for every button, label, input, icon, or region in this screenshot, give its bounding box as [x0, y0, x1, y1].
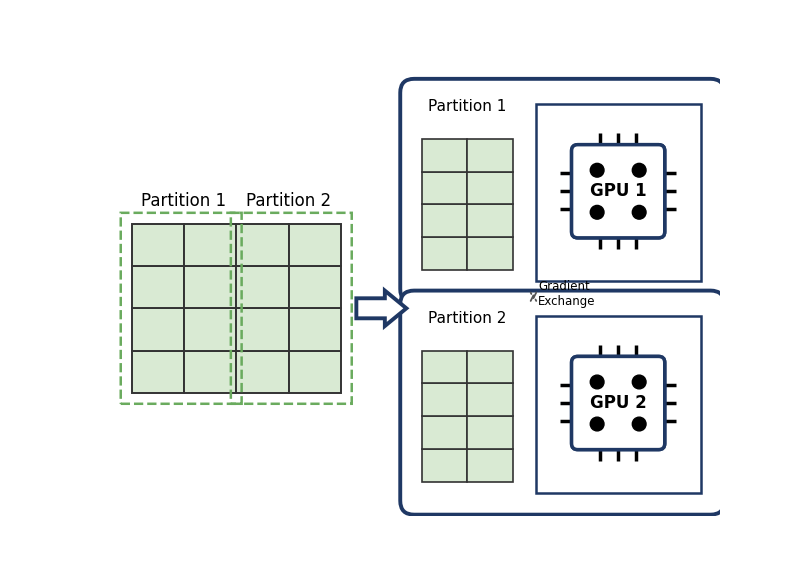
Bar — [422, 383, 468, 416]
FancyBboxPatch shape — [572, 357, 665, 450]
Bar — [422, 416, 468, 449]
FancyArrow shape — [356, 291, 407, 326]
Bar — [468, 237, 512, 270]
Bar — [184, 266, 237, 309]
Bar — [468, 383, 512, 416]
FancyBboxPatch shape — [572, 357, 665, 450]
Bar — [237, 224, 289, 266]
Bar — [289, 266, 341, 309]
Circle shape — [632, 205, 646, 219]
Bar — [237, 309, 289, 351]
Bar — [468, 416, 512, 449]
Bar — [132, 351, 184, 393]
Bar — [132, 309, 184, 351]
Bar — [184, 351, 237, 393]
Bar — [536, 316, 701, 493]
Bar — [468, 351, 512, 383]
Text: Partition 2: Partition 2 — [246, 192, 331, 210]
Circle shape — [590, 417, 604, 431]
Bar — [422, 204, 468, 237]
Bar — [132, 224, 184, 266]
Bar — [468, 172, 512, 204]
Circle shape — [590, 205, 604, 219]
FancyBboxPatch shape — [400, 79, 724, 303]
Bar — [289, 309, 341, 351]
Circle shape — [632, 375, 646, 389]
Bar — [468, 204, 512, 237]
Text: Partition 2: Partition 2 — [428, 311, 506, 325]
FancyBboxPatch shape — [572, 144, 665, 238]
Bar — [132, 266, 184, 309]
Bar — [422, 449, 468, 481]
Bar — [536, 104, 701, 281]
FancyBboxPatch shape — [400, 291, 724, 514]
Text: Gradient
Exchange: Gradient Exchange — [538, 280, 596, 307]
Bar — [422, 351, 468, 383]
Bar — [237, 351, 289, 393]
Bar — [184, 224, 237, 266]
Bar — [289, 224, 341, 266]
Bar — [422, 172, 468, 204]
Text: GPU 1: GPU 1 — [589, 182, 646, 200]
Text: Partition 1: Partition 1 — [141, 192, 226, 210]
Circle shape — [590, 375, 604, 389]
Circle shape — [632, 164, 646, 177]
Circle shape — [632, 417, 646, 431]
Circle shape — [590, 164, 604, 177]
Bar — [237, 266, 289, 309]
FancyBboxPatch shape — [572, 144, 665, 238]
Bar — [184, 309, 237, 351]
Bar — [422, 139, 468, 172]
Bar — [422, 237, 468, 270]
Text: GPU 2: GPU 2 — [589, 394, 646, 412]
Bar — [468, 449, 512, 481]
Text: Partition 1: Partition 1 — [428, 99, 506, 114]
Bar — [468, 139, 512, 172]
Bar — [289, 351, 341, 393]
